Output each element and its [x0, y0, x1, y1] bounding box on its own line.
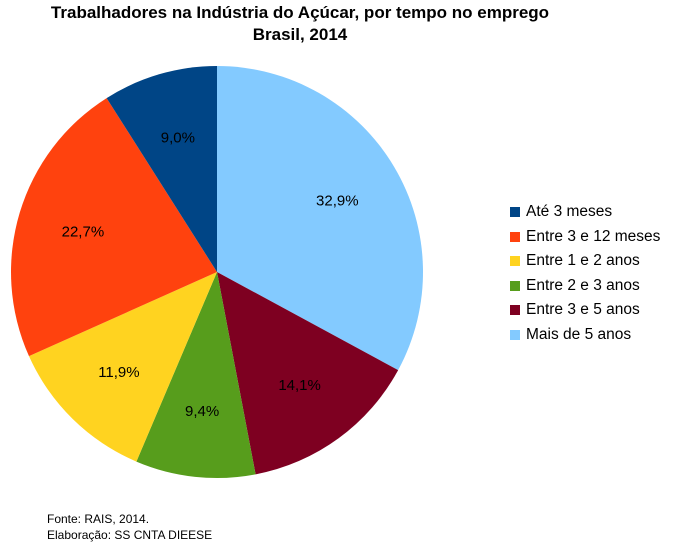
chart-footer: Fonte: RAIS, 2014. Elaboração: SS CNTA D… — [47, 511, 212, 543]
legend-swatch — [510, 207, 520, 218]
legend-label: Entre 3 e 12 meses — [526, 227, 661, 245]
chart-title: Trabalhadores na Indústria do Açúcar, po… — [0, 2, 600, 46]
legend-label: Entre 3 e 5 anos — [526, 301, 640, 319]
legend-swatch — [510, 256, 520, 267]
pie-slice-entre-2-e-3-anos — [136, 272, 256, 478]
legend-item: Entre 3 e 12 meses — [510, 225, 660, 250]
data-label: 14,1% — [278, 377, 321, 394]
data-label: 9,0% — [161, 130, 195, 147]
pie-slice-at-3-meses — [106, 66, 217, 272]
legend-item: Entre 2 e 3 anos — [510, 274, 660, 299]
legend-swatch — [510, 329, 520, 340]
legend-label: Entre 2 e 3 anos — [526, 276, 640, 294]
chart-title-line-1: Trabalhadores na Indústria do Açúcar, po… — [50, 3, 550, 22]
elaboration-note: Elaboração: SS CNTA DIEESE — [47, 528, 213, 542]
legend-item: Entre 3 e 5 anos — [510, 298, 660, 323]
legend-swatch — [510, 305, 520, 316]
legend-label: Entre 1 e 2 anos — [526, 252, 640, 270]
legend-swatch — [510, 231, 520, 242]
legend-item: Entre 1 e 2 anos — [510, 249, 660, 274]
pie-slice-entre-3-e-5-anos — [217, 272, 399, 475]
data-label: 9,4% — [185, 403, 219, 420]
legend-item: Até 3 meses — [510, 200, 660, 225]
pie-slice-entre-3-e-12-meses — [11, 98, 218, 357]
legend-item: Mais de 5 anos — [510, 323, 660, 348]
source-note: Fonte: RAIS, 2014. — [47, 512, 150, 526]
pie-slice-entre-1-e-2-anos — [28, 272, 217, 462]
data-label: 22,7% — [62, 224, 105, 241]
chart-legend: Até 3 meses Entre 3 e 12 meses Entre 1 e 2… — [510, 200, 660, 347]
data-label: 32,9% — [316, 192, 359, 209]
chart-title-line-2: Brasil, 2014 — [252, 25, 348, 44]
pie-slice-mais-de-5-anos — [217, 66, 424, 371]
legend-label: Mais de 5 anos — [526, 325, 632, 343]
data-label: 11,9% — [98, 364, 139, 381]
legend-swatch — [510, 280, 520, 291]
legend-label: Até 3 meses — [526, 203, 613, 221]
